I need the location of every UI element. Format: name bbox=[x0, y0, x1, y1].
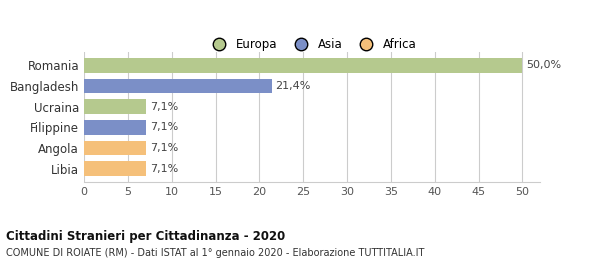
Bar bbox=[84, 79, 272, 93]
Text: Cittadini Stranieri per Cittadinanza - 2020: Cittadini Stranieri per Cittadinanza - 2… bbox=[6, 230, 285, 243]
Bar bbox=[84, 161, 146, 176]
Text: COMUNE DI ROIATE (RM) - Dati ISTAT al 1° gennaio 2020 - Elaborazione TUTTITALIA.: COMUNE DI ROIATE (RM) - Dati ISTAT al 1°… bbox=[6, 248, 424, 258]
Bar bbox=[84, 58, 523, 73]
Text: 7,1%: 7,1% bbox=[150, 143, 178, 153]
Text: 50,0%: 50,0% bbox=[526, 60, 561, 70]
Text: 7,1%: 7,1% bbox=[150, 122, 178, 132]
Bar bbox=[84, 120, 146, 135]
Bar bbox=[84, 141, 146, 155]
Text: 7,1%: 7,1% bbox=[150, 102, 178, 112]
Legend: Europa, Asia, Africa: Europa, Asia, Africa bbox=[204, 35, 420, 55]
Text: 21,4%: 21,4% bbox=[275, 81, 311, 91]
Text: 7,1%: 7,1% bbox=[150, 164, 178, 174]
Bar bbox=[84, 99, 146, 114]
